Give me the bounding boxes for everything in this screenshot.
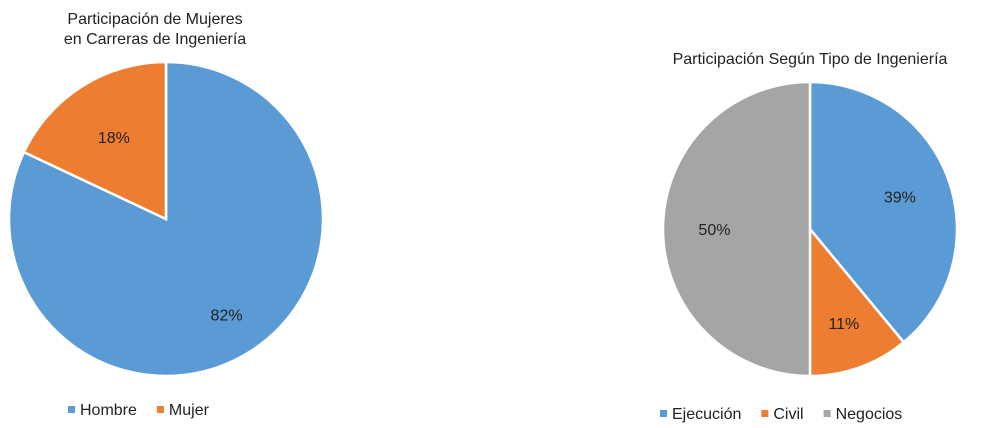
chart-title: Participación Según Tipo de Ingeniería: [673, 51, 948, 68]
chart-title: Participación de Mujeres: [67, 11, 242, 28]
pie-slice-civil: [808, 225, 906, 378]
pie-slice-mujer: [22, 60, 168, 221]
pie-chart-women-participation: Participación de Mujeres en Carreras de I…: [0, 0, 340, 428]
legend-label-mujer: Mujer: [169, 402, 210, 419]
legend-label-negocios: Negocios: [836, 406, 903, 423]
pie-chart-svg: Participación Según Tipo de Ingeniería 39…: [660, 51, 959, 423]
slice-label-negocios: 50%: [698, 222, 730, 239]
pie-chart-svg: Participación de Mujeres en Carreras de I…: [7, 11, 325, 419]
pie-slice-negocios: [661, 80, 812, 378]
legend-swatch-civil: [761, 410, 769, 417]
legend-label-ejecucion: Ejecución: [672, 406, 741, 423]
legend-label-hombre: Hombre: [80, 402, 137, 419]
legend-label-civil: Civil: [773, 406, 803, 423]
legend-swatch-mujer: [156, 406, 164, 413]
slice-label-mujer: 18%: [98, 130, 130, 147]
pie-chart-engineering-type: Participación Según Tipo de Ingeniería 39…: [630, 0, 1000, 428]
legend-swatch-negocios: [823, 410, 831, 417]
slice-label-civil: 11%: [828, 316, 859, 333]
chart-title: en Carreras de Ingeniería: [64, 31, 246, 48]
slice-label-ejecucion: 39%: [884, 190, 916, 207]
legend-swatch-hombre: [68, 406, 75, 413]
pie-slice-ejecucion: [808, 80, 959, 345]
legend-swatch-ejecucion: [660, 410, 667, 417]
slice-label-hombre: 82%: [211, 307, 243, 324]
